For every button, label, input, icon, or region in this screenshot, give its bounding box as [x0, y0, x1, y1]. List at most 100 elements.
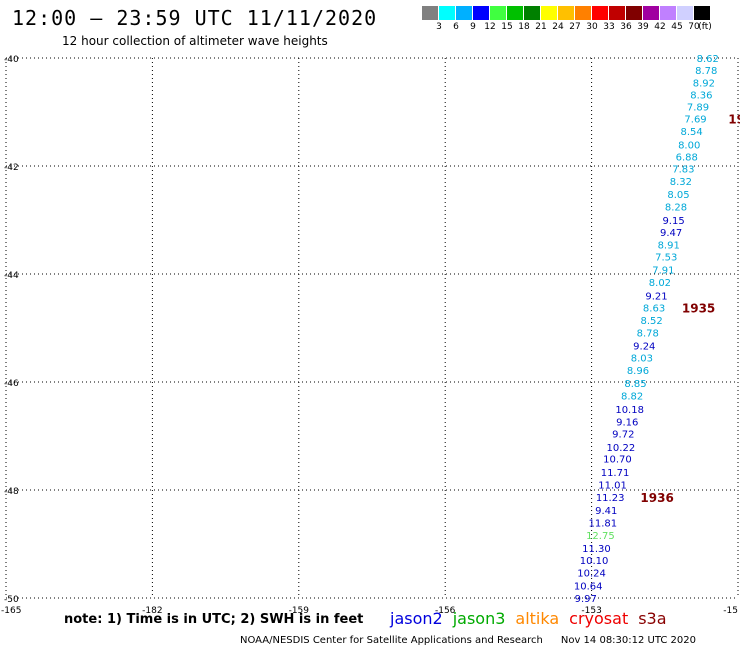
color-swatch	[558, 6, 575, 20]
wave-height-label: 8.63	[643, 303, 665, 314]
wave-height-label: 8.96	[627, 366, 649, 377]
wave-height-label: 9.97	[575, 594, 597, 605]
legend-entry-altika: altika	[515, 609, 560, 628]
legend-entry-jason2: jason2	[390, 609, 443, 628]
wave-height-label: 10.22	[607, 443, 636, 454]
wave-height-label: 9.15	[662, 216, 684, 227]
color-scale-tick-label: 42	[654, 22, 666, 32]
chart-title: 12:00 – 23:59 UTC 11/11/2020	[12, 6, 378, 30]
wave-height-label: 8.36	[690, 91, 712, 102]
color-scale-tick-label: 39	[637, 22, 649, 32]
time-label: 19	[728, 112, 740, 126]
color-swatch	[490, 6, 507, 20]
wave-height-label: 10.24	[577, 569, 606, 580]
wave-height-label: 9.16	[616, 417, 638, 428]
wave-height-label: 6.88	[676, 152, 698, 163]
color-swatch	[422, 6, 439, 20]
color-scale-tick-label: 30	[586, 22, 598, 32]
x-tick-label: -159	[289, 606, 310, 616]
y-tick-label: -40	[4, 55, 19, 65]
color-scale-tick-label: 9	[470, 22, 476, 32]
wave-height-label: 8.54	[681, 127, 703, 138]
satellite-legend: jason2 jason3 altika cryosat s3a	[390, 609, 677, 628]
wave-height-label: 8.28	[665, 203, 687, 214]
wave-height-label: 7.69	[684, 114, 706, 125]
x-tick-label: -165	[1, 606, 21, 616]
color-swatch	[575, 6, 592, 20]
time-label: 1936	[640, 491, 673, 505]
wave-height-label: 12.75	[586, 531, 615, 542]
wave-height-label: 10.18	[615, 405, 644, 416]
chart-subtitle: 12 hour collection of altimeter wave hei…	[62, 34, 328, 48]
x-tick-label: -156	[435, 606, 456, 616]
wave-height-label: 8.82	[621, 392, 643, 403]
legend-entry-jason3: jason3	[452, 609, 506, 628]
wave-height-label: 10.64	[574, 582, 603, 593]
wave-height-label: 8.52	[640, 316, 662, 327]
wave-height-label: 11.23	[596, 493, 625, 504]
color-scale-tick-label: 24	[552, 22, 564, 32]
credit-text: NOAA/NESDIS Center for Satellite Applica…	[240, 635, 543, 646]
color-scale-tick-label: 45	[671, 22, 683, 32]
wave-height-label: 10.10	[580, 556, 609, 567]
wave-height-label: 7.89	[687, 103, 709, 114]
color-scale-tick-label: 21	[535, 22, 547, 32]
color-swatch	[524, 6, 541, 20]
y-tick-label: -46	[4, 379, 19, 389]
wave-height-label: 8.92	[693, 78, 715, 89]
wave-height-label: 7.53	[655, 253, 677, 264]
wave-height-label: 9.41	[595, 506, 617, 517]
color-scale-tick-label: 33	[603, 22, 615, 32]
wave-height-label: 8.00	[678, 140, 700, 151]
footer-credit: NOAA/NESDIS Center for Satellite Applica…	[240, 635, 696, 646]
color-swatch	[592, 6, 609, 20]
footer-note: note: 1) Time is in UTC; 2) SWH is in fe…	[64, 612, 364, 627]
y-tick-label: -44	[4, 271, 19, 281]
wave-height-label: 11.81	[589, 518, 618, 529]
color-swatch	[660, 6, 677, 20]
wave-height-label: 11.30	[582, 544, 611, 555]
wave-height-label: 8.85	[624, 379, 646, 390]
color-scale-tick-label: 15	[501, 22, 513, 32]
wave-height-label: 7.83	[672, 165, 694, 176]
wave-height-label: 8.05	[667, 190, 689, 201]
legend-entry-cryosat: cryosat	[569, 609, 629, 628]
wave-height-label: 8.78	[637, 328, 659, 339]
wave-height-label: 8.32	[670, 177, 692, 188]
wave-height-label: 8.91	[658, 240, 680, 251]
x-tick-label: -15	[723, 606, 738, 616]
color-swatch	[507, 6, 524, 20]
wave-height-label: 9.24	[633, 341, 655, 352]
y-tick-label: -50	[4, 595, 19, 605]
y-tick-label: -42	[4, 163, 19, 173]
wave-height-label: 11.01	[598, 481, 627, 492]
color-swatch	[694, 6, 711, 20]
x-tick-label: -182	[142, 606, 162, 616]
color-swatch	[439, 6, 456, 20]
wave-height-label: 8.02	[649, 278, 671, 289]
legend-entry-s3a: s3a	[638, 609, 667, 628]
wave-height-label: 10.70	[603, 455, 632, 466]
wave-height-label: 8.78	[695, 66, 717, 77]
color-scale-tick-label: 12	[484, 22, 496, 32]
color-scale-bar	[422, 6, 711, 20]
time-label: 1935	[682, 301, 715, 315]
wave-height-label: 8.03	[631, 354, 653, 365]
color-scale-tick-label: 36	[620, 22, 632, 32]
color-swatch	[677, 6, 694, 20]
color-scale-tick-label: 70	[688, 22, 700, 32]
wave-height-label: 7.91	[652, 266, 674, 277]
color-swatch	[626, 6, 643, 20]
color-swatch	[643, 6, 660, 20]
y-tick-label: -48	[4, 487, 19, 497]
wave-height-label: 11.71	[601, 468, 630, 479]
color-swatch	[456, 6, 473, 20]
footer-timestamp: Nov 14 08:30:12 UTC 2020	[560, 635, 697, 646]
color-swatch	[473, 6, 490, 20]
color-scale-tick-label: 18	[518, 22, 530, 32]
color-swatch	[541, 6, 558, 20]
wave-height-label: 9.21	[645, 292, 667, 303]
color-scale-tick-label: 27	[569, 22, 581, 32]
color-scale-tick-label: 3	[436, 22, 442, 32]
